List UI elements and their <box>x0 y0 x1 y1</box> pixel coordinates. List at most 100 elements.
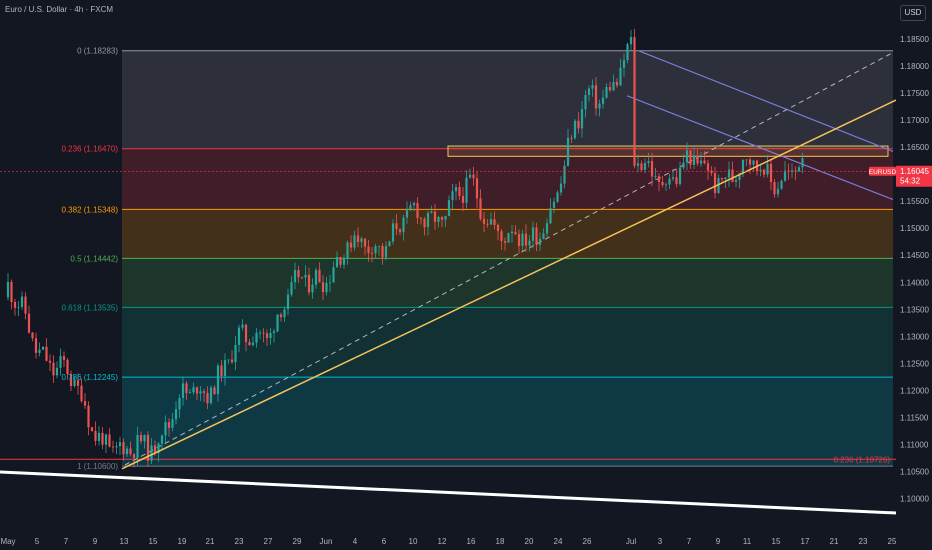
candle-body <box>83 401 87 406</box>
candle-body <box>45 346 48 361</box>
candle-body <box>570 137 573 139</box>
price-tick-label: 1.11500 <box>900 413 929 422</box>
candle-body <box>202 391 206 393</box>
candle-body <box>265 333 269 339</box>
candle-body <box>38 349 41 353</box>
candle-body <box>381 245 384 258</box>
candle-body <box>346 242 349 259</box>
candle-body <box>31 332 34 339</box>
time-tick-label: 20 <box>525 537 534 546</box>
candle-body <box>188 392 192 394</box>
price-tick-label: 1.12500 <box>900 359 929 368</box>
time-tick-label: 5 <box>35 537 40 546</box>
candle-body <box>17 306 20 308</box>
candle-body <box>101 432 104 445</box>
candle-body <box>125 448 129 455</box>
price-tick-label: 1.10500 <box>900 467 929 476</box>
price-tick-label: 1.13500 <box>900 305 929 314</box>
time-tick-label: Jun <box>320 537 333 546</box>
candle-body <box>724 177 727 180</box>
candle-body <box>734 180 738 182</box>
candle-body <box>146 435 150 461</box>
candle-body <box>503 241 507 243</box>
fib-level-lines <box>0 50 896 467</box>
candle-body <box>73 380 76 387</box>
candle-body <box>153 445 157 454</box>
candle-body <box>111 446 115 448</box>
time-tick-label: 26 <box>583 537 592 546</box>
candle-body <box>279 314 283 318</box>
time-tick-label: 9 <box>716 537 721 546</box>
candle-body <box>349 242 353 248</box>
price-tick-label: 1.16500 <box>900 143 929 152</box>
fib-label-3: 0.5 (1.14442) <box>70 254 118 263</box>
time-tick-label: 23 <box>235 537 244 546</box>
candle-body <box>500 231 503 242</box>
time-tick-label: 3 <box>658 537 663 546</box>
candle-body <box>626 44 629 61</box>
candle-body <box>300 277 304 278</box>
candle-body <box>185 383 188 394</box>
candle-body <box>41 346 45 350</box>
candle-body <box>27 313 31 333</box>
candle-body <box>304 274 307 278</box>
candle-body <box>528 240 531 246</box>
candle-body <box>440 216 444 220</box>
candle-body <box>664 184 668 186</box>
time-axis[interactable]: May 5 7 9 13 15 19 21 23 27 29 Jun 4 6 10 12 16 18 20 24 26 J… <box>0 534 932 550</box>
price-axis[interactable]: 1.18500 1.18000 1.17500 1.17000 1.16500 1.160… <box>896 0 932 550</box>
candle-body <box>6 281 10 298</box>
candle-body <box>405 210 409 218</box>
time-tick-label: 21 <box>830 537 839 546</box>
candle-body <box>769 163 773 183</box>
candle-body <box>430 211 433 213</box>
candle-body <box>493 219 496 225</box>
candle-body <box>80 385 83 402</box>
time-tick-label: 7 <box>687 537 692 546</box>
price-tick-label: 1.17000 <box>900 116 929 125</box>
price-tick-label: 1.15000 <box>900 224 929 233</box>
fib-label-6: 1 (1.10600) <box>77 462 118 471</box>
candle-body <box>293 270 297 283</box>
candle-body <box>230 359 234 363</box>
candle-body <box>790 170 794 172</box>
candle-body <box>475 178 479 199</box>
candle-body <box>465 177 468 203</box>
candle-body <box>325 282 328 293</box>
candle-body <box>195 387 199 394</box>
candle-body <box>132 454 136 458</box>
candle-body <box>587 88 591 96</box>
candle-body <box>510 231 514 234</box>
currency-button[interactable]: USD <box>900 5 926 21</box>
candle-body <box>353 235 356 248</box>
candle-body <box>678 167 682 184</box>
candle-body <box>689 150 692 165</box>
price-tick-label: 1.14500 <box>900 251 929 260</box>
candle-body <box>549 207 552 224</box>
candle-body <box>374 246 377 254</box>
candle-body <box>458 187 461 197</box>
candle-body <box>157 443 160 454</box>
secondary-fib-label: 0.236 (1.10726) <box>834 455 891 464</box>
candle-body <box>461 196 465 203</box>
candle-body <box>237 327 241 345</box>
candle-body <box>388 241 391 247</box>
candle-body <box>251 342 255 346</box>
candle-body <box>391 223 395 242</box>
time-tick-label: 27 <box>264 537 273 546</box>
candle-body <box>412 202 416 206</box>
price-badge-countdown: 54:32 <box>900 177 921 186</box>
candle-body <box>545 223 549 234</box>
candle-body <box>640 163 643 171</box>
candle-body <box>360 238 363 243</box>
candle-body <box>783 170 787 181</box>
price-tick-label: 1.11000 <box>900 440 929 449</box>
price-badge <box>896 165 932 187</box>
candle-body <box>486 223 489 225</box>
time-tick-label: 12 <box>438 537 447 546</box>
fib-band-5 <box>122 377 893 467</box>
time-tick-label: 10 <box>409 537 418 546</box>
candle-body <box>699 160 703 164</box>
candle-body <box>314 269 318 285</box>
